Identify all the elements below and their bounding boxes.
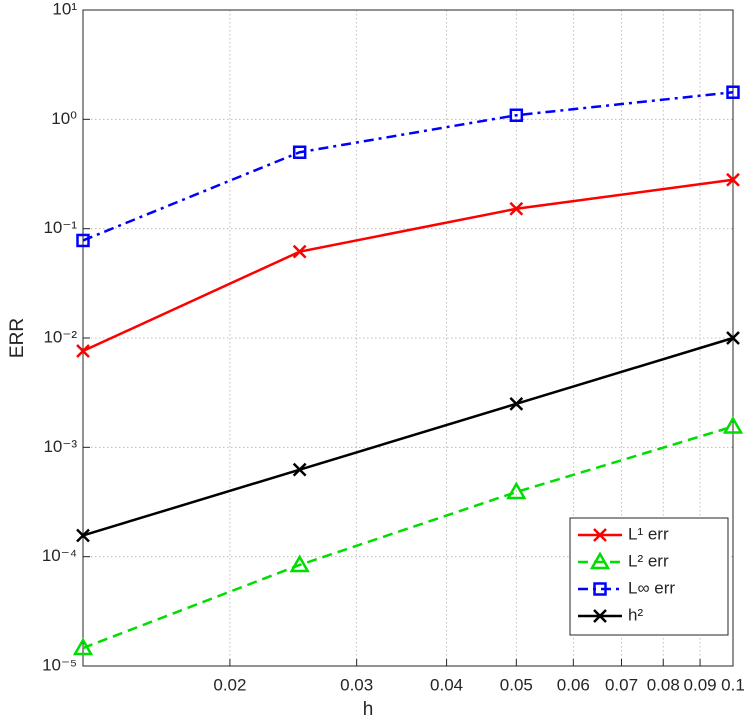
legend-label: h² (628, 605, 643, 624)
x-tick-label: 0.02 (213, 675, 246, 694)
data-marker (72, 637, 94, 656)
data-marker (726, 172, 740, 187)
data-marker (509, 396, 524, 411)
data-marker (726, 85, 740, 99)
legend-marker (593, 582, 607, 596)
series-line (82, 425, 734, 650)
y-tick-label: 10⁻⁴ (42, 546, 77, 565)
legend-label: L¹ err (628, 524, 669, 543)
data-marker (292, 462, 307, 477)
y-tick-label: 10⁻² (43, 327, 77, 346)
data-marker (509, 201, 524, 216)
series-line (82, 178, 734, 353)
data-marker (76, 233, 90, 248)
x-tick-label: 0.05 (500, 675, 533, 694)
x-tick-label: 0.06 (557, 675, 590, 694)
data-marker (76, 528, 90, 543)
x-tick-label: 0.03 (340, 675, 373, 694)
x-tick-label: 0.08 (647, 675, 680, 694)
data-marker (722, 416, 744, 434)
legend-marker (593, 528, 607, 542)
x-tick-label: 0.1 (721, 675, 745, 694)
data-marker (76, 344, 90, 358)
y-tick-label: 10⁻³ (43, 437, 77, 456)
legend-marker (593, 609, 607, 623)
legend-label: L∞ err (628, 578, 675, 597)
data-marker (506, 481, 527, 500)
y-tick-label: 10⁻⁵ (42, 655, 77, 674)
x-tick-label: 0.07 (605, 675, 638, 694)
x-axis-label: h (363, 699, 374, 720)
x-tick-label: 0.09 (684, 675, 717, 694)
legend-label: L² err (628, 551, 669, 570)
data-marker (289, 554, 310, 573)
data-marker (292, 244, 307, 259)
data-marker (726, 331, 740, 345)
y-tick-label: 10¹ (52, 0, 77, 18)
y-axis-label: ERR (7, 318, 28, 358)
series-line (82, 336, 734, 537)
data-marker (509, 108, 524, 122)
y-tick-label: 10⁰ (51, 109, 77, 128)
y-tick-label: 10⁻¹ (43, 218, 77, 237)
series-line (82, 90, 734, 242)
x-tick-label: 0.04 (430, 675, 463, 694)
data-marker (292, 145, 307, 159)
legend-marker (589, 551, 611, 570)
